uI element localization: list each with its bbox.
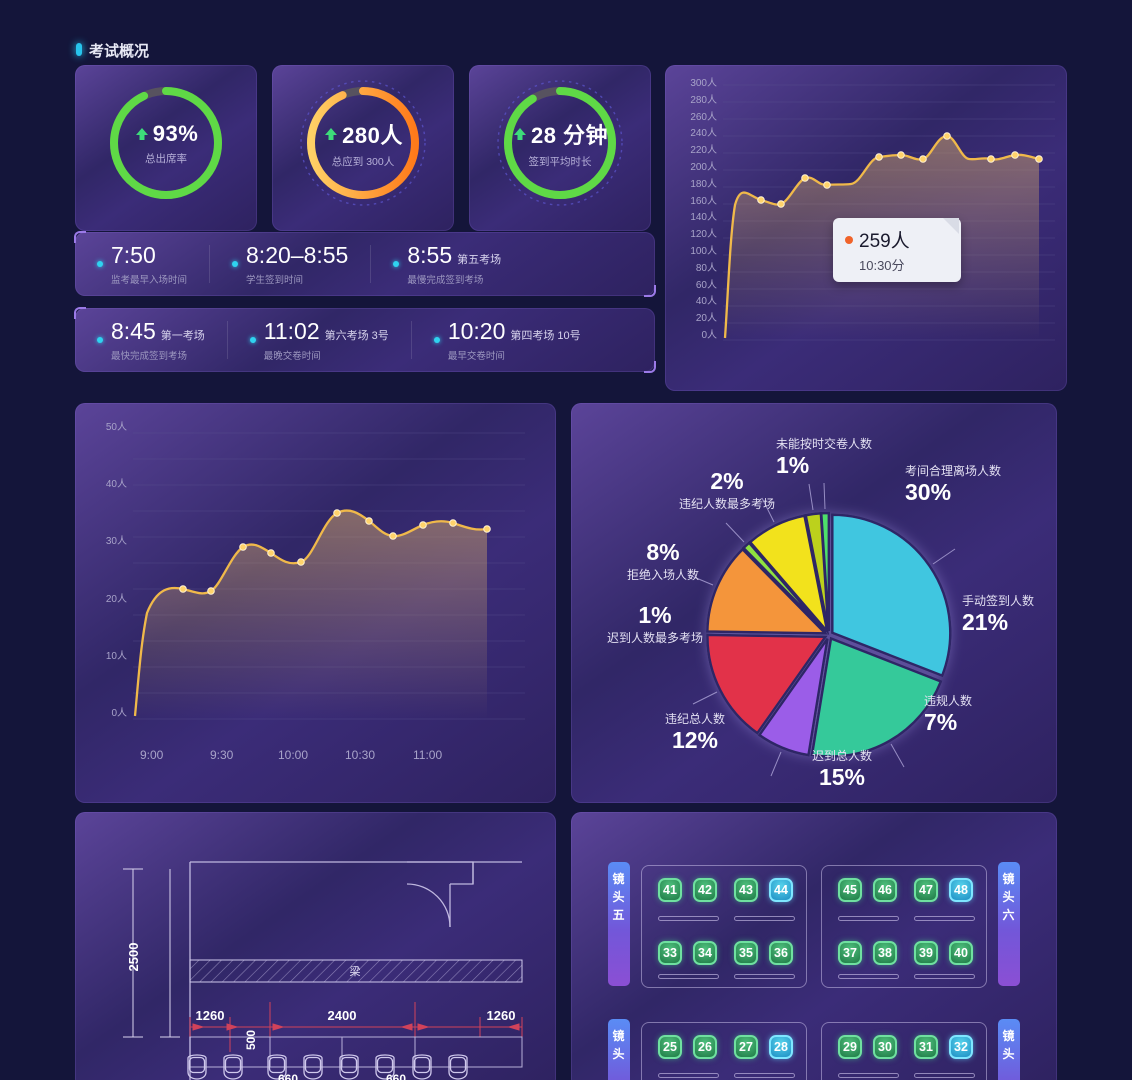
svg-text:梁: 梁 [350, 964, 361, 978]
svg-text:660: 660 [278, 1072, 298, 1080]
svg-text:660: 660 [386, 1072, 406, 1080]
svg-text:2500: 2500 [126, 943, 141, 972]
svg-text:2400: 2400 [328, 1008, 357, 1023]
svg-text:1260: 1260 [487, 1008, 516, 1023]
svg-text:1260: 1260 [196, 1008, 225, 1023]
svg-text:500: 500 [244, 1030, 258, 1050]
